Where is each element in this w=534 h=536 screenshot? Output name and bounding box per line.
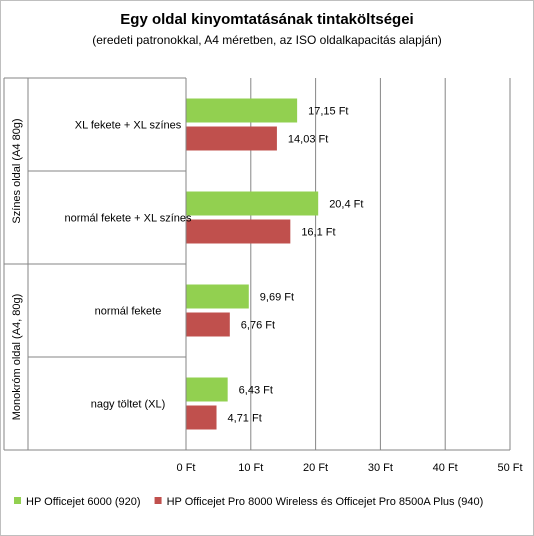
grid-layer [250, 78, 511, 450]
chart-title: Egy oldal kinyomtatásának tintaköltségei [120, 11, 413, 28]
data-label: 14,03 Ft [288, 134, 328, 146]
data-label: 16,1 Ft [301, 227, 335, 239]
category-label: nagy töltet (XL) [91, 399, 166, 411]
x-tick-label: 0 Ft [177, 462, 196, 474]
legend: HP Officejet 6000 (920) HP Officejet Pro … [14, 496, 483, 508]
category-label: XL fekete + XL színes [75, 120, 182, 132]
bar [186, 284, 249, 309]
data-label: 4,71 Ft [228, 413, 262, 425]
chart-subtitle: (eredeti patronokkal, A4 méretben, az IS… [92, 33, 442, 47]
legend-label: HP Officejet Pro 8000 Wireless és Office… [167, 496, 484, 508]
legend-swatch [154, 497, 162, 504]
bar-layer [186, 98, 319, 430]
bar [186, 377, 228, 402]
group-label: Színes oldal (A4 80g) [11, 118, 23, 223]
data-label: 17,15 Ft [308, 106, 348, 118]
x-tick-label: 30 Ft [368, 462, 393, 474]
bar [186, 312, 230, 337]
data-label: 6,43 Ft [239, 385, 273, 397]
legend-swatch [14, 497, 21, 504]
x-tick-label: 40 Ft [433, 462, 458, 474]
label-layer: XL fekete + XL színes normál fekete + XL … [11, 106, 363, 425]
group-label: Monokróm oldal (A4, 80g) [11, 294, 23, 421]
data-label: 6,76 Ft [241, 320, 275, 332]
category-label: normál fekete [95, 306, 162, 318]
data-label: 20,4 Ft [329, 199, 363, 211]
bar [186, 126, 277, 151]
category-label: normál fekete + XL színes [64, 213, 192, 225]
x-tick-label: 20 Ft [303, 462, 328, 474]
axis-layer: 0 Ft 10 Ft 20 Ft 30 Ft 40 Ft 50 Ft [3, 77, 523, 474]
legend-label: HP Officejet 6000 (920) [26, 496, 141, 508]
bar [186, 219, 291, 244]
x-tick-label: 50 Ft [497, 462, 522, 474]
bar [186, 191, 319, 216]
x-tick-label: 10 Ft [238, 462, 263, 474]
bar [186, 405, 217, 430]
bar [186, 98, 298, 123]
data-label: 9,69 Ft [260, 292, 294, 304]
